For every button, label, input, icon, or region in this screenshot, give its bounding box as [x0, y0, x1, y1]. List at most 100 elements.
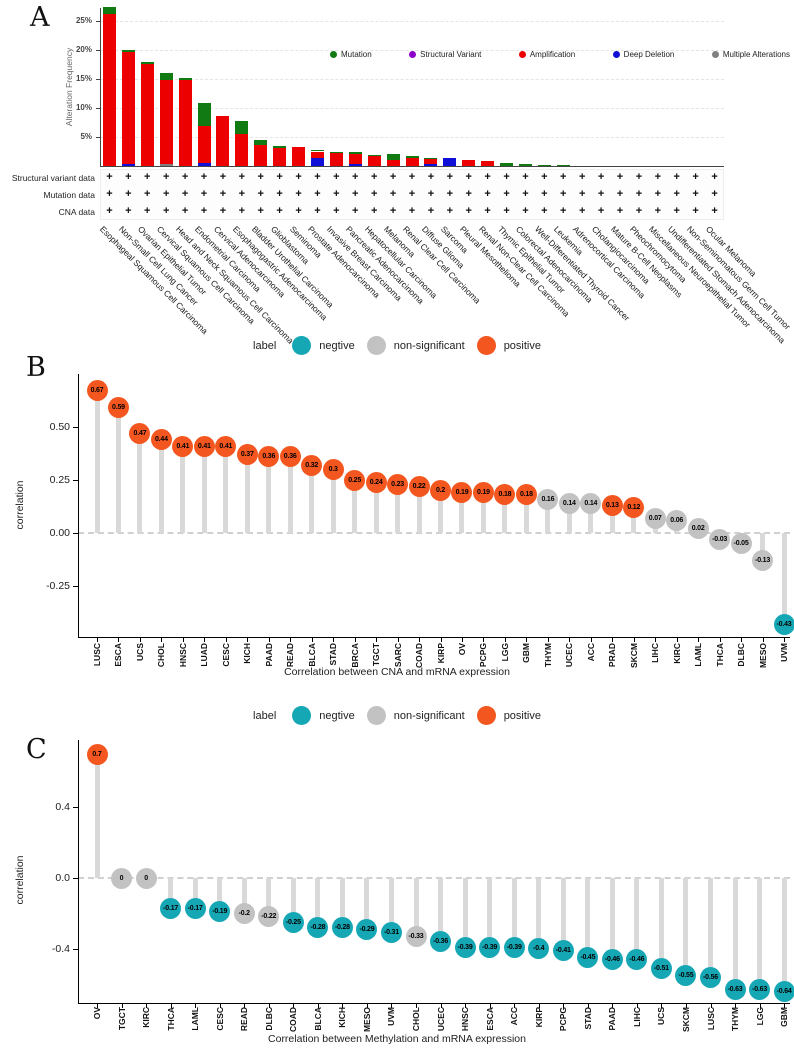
category-label: THCA	[165, 1007, 176, 1031]
plus-mark: +	[352, 188, 359, 200]
data-point-value: 0.22	[412, 482, 426, 490]
plus-mark: +	[597, 205, 605, 217]
category-label: READ	[239, 1007, 250, 1032]
plus-mark: +	[654, 188, 662, 200]
deep_deletion-legend-dot	[612, 51, 620, 58]
plus-mark: +	[144, 205, 151, 217]
x-axis	[78, 637, 790, 638]
x-tick	[587, 1004, 589, 1008]
plus-mark: +	[560, 205, 567, 217]
x-tick	[676, 638, 678, 642]
plus-mark: +	[541, 171, 548, 183]
lollipop-stem	[438, 490, 444, 533]
data-point-CHOL: 0.44	[150, 429, 172, 451]
lollipop-stem	[168, 878, 174, 909]
data-point-value: -0.56	[703, 973, 718, 981]
data-point-value: -0.55	[678, 971, 694, 979]
data-point-value: 0.18	[498, 491, 512, 499]
bar-segment-deep_deletion	[424, 164, 438, 166]
plus-mark: +	[616, 205, 624, 217]
y-tick-label: 10%	[75, 103, 92, 112]
plus-mark: +	[295, 205, 302, 217]
lollipop-stem	[545, 499, 551, 533]
x-tick	[440, 638, 442, 642]
legend-item: Deep Deletion	[612, 50, 674, 59]
plus-mark: +	[635, 188, 643, 200]
y-tick	[73, 586, 78, 587]
bar-segment-amplification	[405, 157, 419, 166]
lollipop-stem	[588, 503, 594, 533]
legend-title: label	[253, 709, 277, 722]
bar-segment-amplification	[254, 144, 268, 166]
bar-segment-mutation	[556, 165, 570, 166]
lollipop-stem	[388, 878, 394, 933]
category-label: THYM	[730, 1007, 741, 1032]
category-label: KIRP	[533, 1007, 544, 1028]
data-point-CESC: -0.19	[209, 901, 231, 923]
lollipop-stem	[180, 446, 186, 533]
data-point-value: 0.41	[197, 442, 211, 450]
data-point-DLBC: -0.22	[258, 906, 280, 928]
plus-mark: +	[673, 188, 680, 200]
x-tick	[759, 1004, 761, 1008]
gridline	[100, 108, 724, 109]
bar-segment-deep_deletion	[197, 163, 211, 166]
bar-segment-mutation	[348, 151, 362, 155]
lollipop-stem	[781, 878, 787, 992]
lollipop-stem	[339, 878, 345, 928]
lollipop-stem	[315, 878, 321, 928]
category-label: OV	[92, 1007, 102, 1020]
data-point-value: 0.13	[605, 501, 619, 509]
lollipop-stem	[192, 878, 198, 909]
plus-mark: +	[257, 171, 264, 183]
x-tick	[182, 638, 184, 642]
bar-segment-amplification	[348, 154, 362, 165]
lollipop-stem	[502, 494, 508, 533]
category-label: UCEC	[435, 1007, 446, 1032]
data-point-PRAD: 0.13	[601, 494, 623, 516]
category-label: ACC	[509, 1007, 520, 1026]
data-point-value: -0.19	[212, 908, 228, 916]
data-point-value: 0	[144, 874, 148, 882]
y-tick	[96, 50, 100, 51]
data-point-STAD: -0.45	[577, 947, 599, 969]
bar-segment-amplification	[273, 148, 287, 166]
lollipop-stem	[658, 878, 664, 969]
data-point-value: 0.41	[219, 442, 233, 450]
x-tick	[195, 1004, 197, 1008]
plus-mark: +	[522, 171, 529, 183]
lollipop-stem	[290, 878, 296, 923]
data-point-value: 0.14	[584, 499, 598, 507]
category-label: PAAD	[607, 1007, 618, 1031]
lollipop-stem	[585, 878, 591, 958]
y-tick-label: 20%	[75, 45, 92, 54]
y-tick	[73, 948, 78, 950]
data-point-value: -0.17	[163, 904, 179, 912]
plus-mark: +	[238, 171, 246, 183]
data-point-PCPG: -0.41	[552, 940, 574, 962]
y-axis	[78, 374, 79, 637]
plus-mark: +	[389, 205, 397, 217]
data-point-value: -0.33	[408, 932, 424, 940]
bar-segment-amplification	[292, 147, 306, 166]
lollipop-stem	[523, 494, 529, 533]
data-point-value: 0.36	[283, 453, 297, 461]
lollipop-stem	[309, 465, 315, 533]
data-point-value: 0.23	[391, 480, 404, 488]
y-tick-label: 5%	[80, 132, 92, 141]
data-point-value: 0	[119, 874, 124, 882]
data-point-value: -0.63	[752, 986, 768, 993]
lollipop-stem	[416, 486, 422, 533]
data-point-LIHC: -0.46	[626, 948, 648, 970]
legend-label: negtive	[319, 709, 355, 722]
data-point-GBM: 0.18	[515, 484, 537, 506]
plus-mark: +	[333, 171, 340, 183]
plus-mark: +	[389, 171, 397, 183]
bar-segment-mutation	[159, 73, 173, 81]
data-point-PAAD: 0.36	[258, 446, 280, 468]
legend-circle-nonsig	[366, 336, 386, 355]
y-tick-label: 0.4	[55, 801, 70, 814]
x-tick	[784, 1004, 786, 1008]
y-tick-label: 15%	[75, 74, 92, 83]
